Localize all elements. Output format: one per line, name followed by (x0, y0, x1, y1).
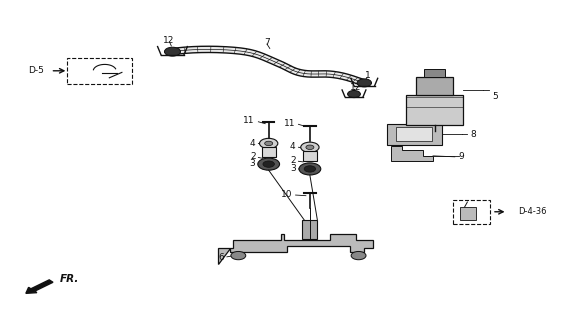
Circle shape (351, 252, 366, 260)
Text: FR.: FR. (60, 275, 79, 284)
Text: 11: 11 (284, 119, 296, 128)
Bar (396, 127, 432, 141)
Text: 2: 2 (290, 156, 296, 165)
Circle shape (258, 158, 280, 170)
Bar (424, 69, 445, 77)
Text: 4: 4 (250, 139, 255, 148)
Text: 9: 9 (459, 152, 464, 161)
Bar (302, 220, 317, 239)
Text: 4: 4 (290, 142, 296, 151)
Text: 1: 1 (366, 71, 371, 80)
Circle shape (306, 145, 314, 149)
Text: 2: 2 (250, 152, 255, 161)
Text: 5: 5 (492, 92, 498, 101)
Bar (406, 95, 463, 125)
Circle shape (299, 163, 321, 175)
FancyArrow shape (26, 280, 53, 293)
Circle shape (348, 91, 360, 98)
Bar (453, 200, 490, 224)
Text: 10: 10 (281, 190, 293, 199)
Text: D-5: D-5 (28, 66, 44, 75)
Bar (303, 151, 317, 161)
Bar (67, 58, 133, 84)
Text: 6: 6 (218, 253, 224, 262)
Bar (387, 124, 441, 145)
Circle shape (357, 79, 371, 87)
Text: 7: 7 (264, 38, 270, 47)
Text: 12: 12 (350, 83, 362, 92)
Bar (262, 147, 276, 157)
Circle shape (263, 161, 274, 167)
Text: 11: 11 (243, 116, 254, 125)
Circle shape (265, 141, 273, 146)
Circle shape (231, 252, 246, 260)
Bar (416, 77, 453, 95)
Text: 12: 12 (163, 36, 174, 45)
Circle shape (259, 138, 278, 148)
Text: D-4-36: D-4-36 (518, 207, 546, 216)
Text: 3: 3 (290, 164, 296, 173)
Text: 8: 8 (470, 130, 476, 139)
Bar (460, 207, 476, 220)
Circle shape (304, 166, 316, 172)
Polygon shape (391, 146, 433, 161)
Circle shape (301, 142, 319, 152)
Circle shape (165, 47, 180, 56)
Polygon shape (218, 234, 373, 264)
Text: 3: 3 (250, 159, 255, 168)
